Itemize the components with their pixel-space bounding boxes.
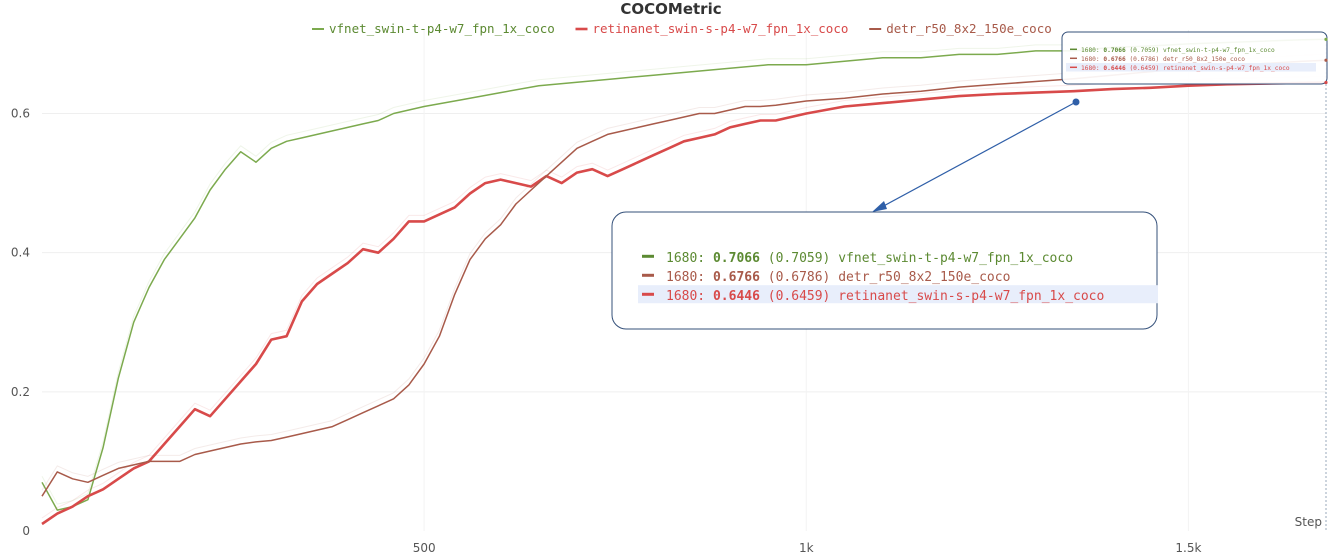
x-axis: 500 1k 1.5k (413, 541, 1202, 555)
tip-small-row-1: 1680: 0.6766 (0.6786) detr_r50_8x2_150e_… (1081, 56, 1245, 63)
legend-item-0[interactable]: vfnet_swin-t-p4-w7_fpn_1x_coco (329, 21, 555, 36)
tip-big-row-1-name: detr_r50_8x2_150e_coco (830, 270, 1010, 285)
tip-small-row-1-step: 1680: (1081, 56, 1100, 63)
tip-small-row-1-name: detr_r50_8x2_150e_coco (1159, 56, 1245, 63)
legend: vfnet_swin-t-p4-w7_fpn_1x_coco retinanet_… (312, 21, 1052, 36)
tip-big-row-0-smoothed: (0.7059) (760, 251, 830, 266)
legend-item-2[interactable]: detr_r50_8x2_150e_coco (886, 21, 1052, 36)
x-tick-label-2: 1.5k (1175, 541, 1201, 555)
tip-small-row-0: 1680: 0.7066 (0.7059) vfnet_swin-t-p4-w7… (1081, 47, 1275, 54)
hover-point-1 (1324, 80, 1328, 85)
tip-big-row-0: 1680: 0.7066 (0.7059) vfnet_swin-t-p4-w7… (666, 251, 1073, 266)
series-line-1[interactable] (41, 81, 1327, 526)
tip-big-row-0-name: vfnet_swin-t-p4-w7_fpn_1x_coco (830, 251, 1073, 266)
callout-dot (1072, 98, 1080, 106)
tip-small-row-2: 1680: 0.6446 (0.6459) retinanet_swin-s-p… (1081, 65, 1290, 72)
hover-points (1324, 37, 1328, 85)
y-tick-label-0: 0 (22, 524, 30, 538)
x-tick-label-0: 500 (413, 541, 436, 555)
callout-arrowhead (872, 201, 887, 212)
y-tick-label-2: 0.4 (11, 246, 30, 260)
tip-small-row-0-value: 0.7066 (1100, 47, 1126, 54)
tip-small-row-1-value: 0.6766 (1100, 56, 1126, 63)
series-line-2[interactable] (41, 59, 1327, 497)
tip-big-highlight-2 (638, 285, 1158, 304)
tip-small-row-2-name: retinanet_swin-s-p4-w7_fpn_1x_coco (1159, 65, 1290, 72)
x-tick-label-1: 1k (799, 541, 814, 555)
y-axis: 0 0.2 0.4 0.6 (11, 107, 30, 539)
tip-small-row-1-smoothed: (0.6786) (1126, 56, 1160, 63)
tip-small-highlight-2 (1066, 62, 1316, 72)
x-axis-label: Step (1295, 515, 1322, 529)
chart-title: COCOMetric (620, 0, 721, 18)
hover-point-0 (1324, 37, 1328, 41)
series-lines[interactable] (41, 32, 1327, 526)
tooltip-zoomed: 1680: 0.7066 (0.7059) vfnet_swin-t-p4-w7… (611, 211, 1158, 330)
tip-big-row-0-value: 0.7066 (705, 251, 760, 266)
legend-item-1[interactable]: retinanet_swin-s-p4-w7_fpn_1x_coco (593, 21, 849, 36)
tip-big-row-2-step: 1680: (666, 289, 705, 304)
tip-big-row-2-name: retinanet_swin-s-p4-w7_fpn_1x_coco (830, 289, 1104, 304)
hover-point-2 (1324, 58, 1328, 62)
tip-big-row-2: 1680: 0.6446 (0.6459) retinanet_swin-s-p… (666, 289, 1104, 304)
tip-small-row-0-smoothed: (0.7059) (1126, 47, 1160, 54)
series-shadow-1 (41, 76, 1327, 519)
tip-small-row-2-value: 0.6446 (1100, 65, 1126, 72)
callout-arrow (877, 101, 1077, 210)
tip-big-row-1-step: 1680: (666, 270, 705, 285)
tip-small-row-2-step: 1680: (1081, 65, 1100, 72)
tip-big-row-2-value: 0.6446 (705, 289, 760, 304)
tip-big-row-0-step: 1680: (666, 251, 705, 266)
series-shadow-2 (41, 53, 1327, 491)
tip-small-row-0-step: 1680: (1081, 47, 1100, 54)
tip-big-row-1-smoothed: (0.6786) (760, 270, 830, 285)
y-tick-label-1: 0.2 (11, 385, 30, 399)
series-shadow-0 (41, 32, 1327, 505)
series-line-0[interactable] (41, 38, 1327, 511)
tip-big-row-1: 1680: 0.6766 (0.6786) detr_r50_8x2_150e_… (666, 270, 1010, 285)
tooltip-small: 1680: 0.7066 (0.7059) vfnet_swin-t-p4-w7… (1061, 31, 1328, 85)
tip-big-row-1-value: 0.6766 (705, 270, 760, 285)
y-tick-label-3: 0.6 (11, 107, 30, 121)
tip-big-row-2-smoothed: (0.6459) (760, 289, 830, 304)
tip-small-row-2-smoothed: (0.6459) (1126, 65, 1160, 72)
tip-small-row-0-name: vfnet_swin-t-p4-w7_fpn_1x_coco (1159, 47, 1275, 54)
